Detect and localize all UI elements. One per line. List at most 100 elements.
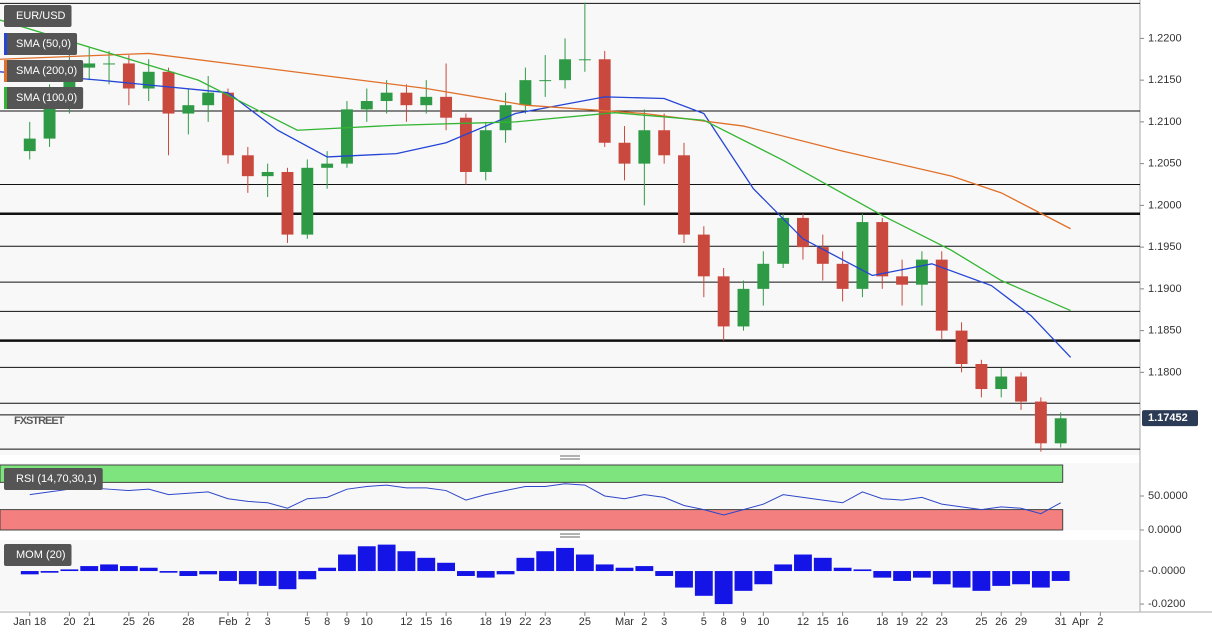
x-tick-label: 25	[123, 616, 135, 628]
x-tick-label: 2	[641, 616, 647, 628]
x-tick-label: Jan 18	[13, 616, 46, 628]
x-tick-label: 31	[1055, 616, 1067, 628]
mom-bar	[1012, 571, 1030, 585]
mom-bar	[833, 567, 852, 572]
x-tick-label: 28	[182, 616, 194, 628]
x-tick-label: 2	[245, 616, 251, 628]
y-tick-label: 1.2100	[1148, 116, 1182, 128]
candle-body	[43, 96, 56, 139]
mom-bar	[397, 551, 416, 572]
mom-bar	[278, 571, 297, 590]
x-tick-label: 15	[420, 616, 432, 628]
mom-bar	[1031, 571, 1050, 588]
mom-bar	[952, 571, 971, 588]
mom-bar	[20, 571, 39, 575]
y-tick-label: -0.0000	[1148, 565, 1185, 577]
x-tick-label: 23	[539, 616, 551, 628]
y-tick-label: -0.0200	[1148, 598, 1185, 610]
candle-body	[836, 263, 849, 289]
overbought-zone	[0, 464, 1064, 483]
sma-line	[0, 19, 1071, 312]
rsi-line	[29, 483, 1061, 516]
mom-bar	[139, 567, 158, 572]
mom-bar	[219, 571, 237, 581]
candle-body	[459, 117, 472, 172]
mom-bar	[199, 571, 218, 575]
mom-bar	[338, 554, 356, 572]
y-tick-label: 1.2000	[1148, 199, 1182, 211]
candle-body	[222, 92, 234, 156]
mom-bar	[794, 554, 812, 572]
candle-body	[757, 263, 770, 289]
x-tick-label: 2	[1097, 616, 1103, 628]
candle-body	[1054, 418, 1067, 444]
mom-bar	[100, 564, 118, 572]
x-tick-label: 3	[265, 616, 271, 628]
candle-body	[678, 155, 690, 235]
mom-bar	[774, 564, 793, 572]
x-tick-label: 8	[324, 616, 330, 628]
y-tick-label: 1.2150	[1148, 74, 1182, 86]
mom-bar	[179, 571, 198, 576]
mom-bar	[456, 571, 475, 576]
candle-body	[915, 259, 928, 285]
label-swatch	[4, 87, 7, 109]
candle-body	[777, 217, 790, 264]
y-tick-label: 1.1850	[1148, 325, 1182, 337]
panel-handle	[560, 455, 580, 538]
candle-body	[559, 59, 571, 81]
x-tick-label: 9	[344, 616, 350, 628]
x-tick-label: 18	[876, 616, 888, 628]
x-tick-label: 25	[579, 616, 591, 628]
mom-bar	[575, 554, 594, 572]
candle-body	[440, 96, 453, 118]
panel-label: EUR/USD	[16, 10, 66, 22]
x-tick-label: 19	[499, 616, 511, 628]
x-tick-label: 10	[361, 616, 373, 628]
x-tick-label: 8	[721, 616, 727, 628]
candle-body	[876, 222, 889, 277]
candle-body	[618, 142, 631, 164]
mom-bar	[754, 571, 773, 585]
candle-body	[202, 92, 215, 106]
label-swatch	[4, 60, 7, 82]
candle-body	[598, 59, 611, 143]
mom-bar	[258, 571, 277, 586]
mom-bar	[714, 571, 733, 605]
candle-body	[261, 171, 274, 177]
candle-body	[83, 63, 96, 68]
mom-bar	[496, 571, 515, 575]
mom-bar	[972, 571, 991, 591]
label-box	[4, 544, 72, 566]
x-tick-label: 22	[916, 616, 928, 628]
mom-bar	[694, 571, 713, 596]
mom-bar	[298, 571, 317, 580]
mom-bar	[40, 571, 59, 573]
x-tick-label: 21	[83, 616, 95, 628]
panel-label: SMA (200,0)	[16, 65, 77, 77]
x-tick-label: 25	[975, 616, 987, 628]
y-tick-label: 1.2200	[1148, 32, 1182, 44]
y-tick-label: 1.2050	[1148, 158, 1182, 170]
y-tick-label: 1.1800	[1148, 366, 1182, 378]
mom-bar	[556, 547, 574, 572]
candle-body	[856, 222, 869, 289]
candle-body	[896, 276, 909, 285]
x-tick-label: 5	[304, 616, 310, 628]
mom-bar	[536, 551, 555, 572]
label-swatch	[4, 33, 7, 55]
candle-body	[955, 330, 968, 364]
mom-bar	[595, 564, 614, 572]
x-tick-label: 12	[400, 616, 412, 628]
mom-bar	[893, 571, 912, 581]
candle-body	[995, 376, 1008, 390]
candle-body	[816, 247, 829, 264]
mom-bar	[238, 571, 257, 585]
x-tick-label: 18	[480, 616, 492, 628]
mom-bar	[437, 562, 456, 572]
mom-bar	[912, 571, 931, 578]
mom-bar	[655, 571, 674, 576]
sma-line	[0, 71, 1072, 358]
x-tick-label: Feb	[219, 616, 238, 628]
candle-body	[479, 130, 492, 172]
